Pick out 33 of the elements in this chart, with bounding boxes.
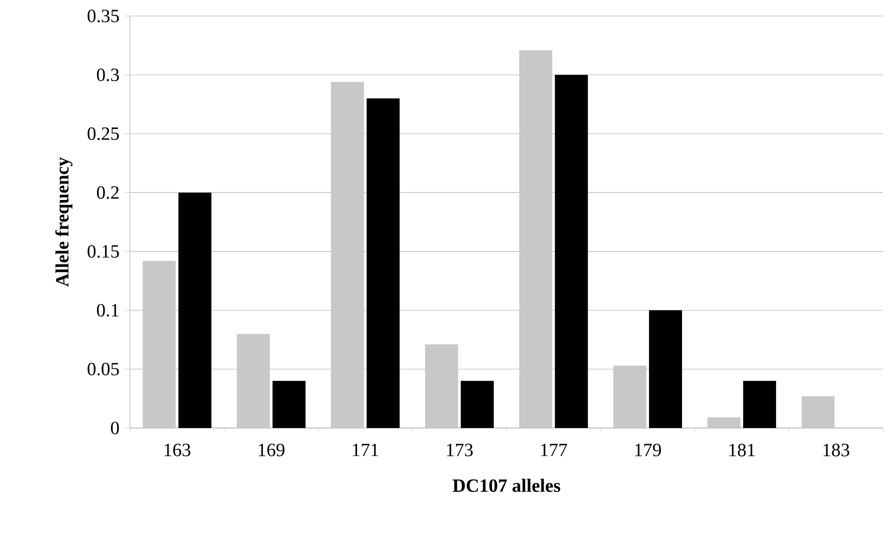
x-tick-label: 177 xyxy=(541,444,568,456)
bar xyxy=(554,74,588,428)
bar xyxy=(330,82,364,428)
bar xyxy=(707,417,740,428)
bar xyxy=(460,380,494,428)
x-tick-label: 169 xyxy=(258,444,284,456)
bar xyxy=(142,260,176,428)
x-tick-label: 163 xyxy=(164,444,190,456)
x-tick-label: 183 xyxy=(824,444,850,456)
bar xyxy=(649,310,682,428)
y-tick-label: 0.35 xyxy=(88,10,119,22)
x-tick-label: 181 xyxy=(729,444,755,456)
x-tick-label: 173 xyxy=(447,444,473,456)
y-axis-title: Allele frequency xyxy=(55,157,72,287)
bar xyxy=(743,380,776,428)
x-tick-label: 179 xyxy=(635,444,661,456)
y-tick-label: 0.1 xyxy=(96,304,118,317)
y-tick-label: 0.3 xyxy=(96,68,119,82)
y-tick-label: 0.25 xyxy=(88,127,119,140)
bar xyxy=(272,380,306,428)
x-axis-title: DC107 alleles xyxy=(452,478,560,492)
bar xyxy=(519,50,552,428)
bar xyxy=(236,334,270,428)
bar xyxy=(178,192,212,428)
y-tick-label: 0.05 xyxy=(88,362,119,376)
y-tick-label: 0 xyxy=(110,422,119,434)
bar xyxy=(366,98,400,428)
x-tick-label: 171 xyxy=(352,444,378,456)
bar xyxy=(613,366,646,428)
y-tick-label: 0.15 xyxy=(88,245,119,258)
y-tick-label: 0.2 xyxy=(96,186,119,199)
bar xyxy=(425,344,458,428)
bar xyxy=(802,396,835,428)
